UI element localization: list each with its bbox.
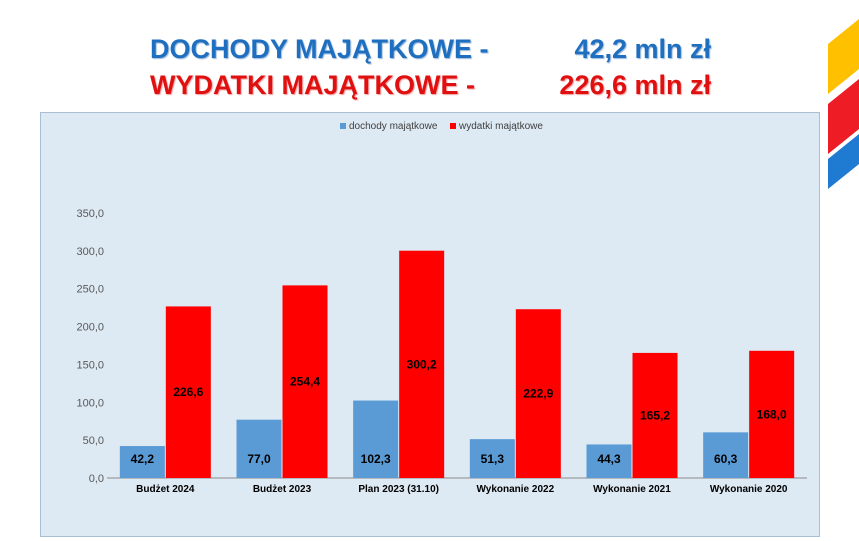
data-label: 254,4	[290, 375, 320, 389]
data-label: 77,0	[247, 452, 271, 466]
bar-expense	[399, 250, 445, 478]
bar-income	[469, 439, 515, 478]
bar-income	[353, 400, 399, 478]
legend-label: wydatki majątkowe	[458, 121, 543, 132]
y-tick-label: 100,0	[76, 397, 104, 409]
y-tick-label: 250,0	[76, 284, 104, 296]
legend-label: dochody majątkowe	[349, 121, 438, 132]
income-title-value: 42,2 mln zł	[574, 34, 711, 64]
data-label: 42,2	[131, 452, 155, 466]
bar-expense	[165, 306, 211, 478]
blue-stripe	[828, 134, 859, 189]
category-label: Budżet 2023	[253, 484, 312, 495]
y-tick-label: 50,0	[83, 435, 104, 447]
bar-chart: 0,0 50,0 100,0 150,0 200,0 250,0 300,0 350,0 42,…	[76, 121, 807, 495]
category-label: Budżet 2024	[136, 484, 195, 495]
title-line-income: DOCHODY MAJĄTKOWE - 42,2 mln zł	[0, 34, 859, 68]
y-tick-label: 350,0	[76, 208, 104, 220]
bar-expense	[282, 285, 328, 478]
bar-income	[236, 419, 282, 478]
category-label: Plan 2023 (31.10)	[358, 484, 439, 495]
y-tick-label: 200,0	[76, 322, 104, 334]
yellow-stripe	[828, 19, 859, 94]
y-tick-label: 0,0	[89, 473, 104, 485]
data-label: 222,9	[523, 387, 553, 401]
expense-title-label: WYDATKI MAJĄTKOWE -	[150, 70, 475, 100]
title-line-expense: WYDATKI MAJĄTKOWE - 226,6 mln zł	[0, 70, 859, 104]
red-stripe	[828, 79, 859, 154]
data-label: 168,0	[757, 407, 787, 421]
category-label: Wykonanie 2022	[477, 484, 555, 495]
bar-income	[586, 444, 632, 478]
data-label: 300,2	[407, 357, 437, 371]
logo-stripes-icon	[828, 19, 859, 189]
data-label: 44,3	[597, 452, 621, 466]
y-tick-label: 300,0	[76, 246, 104, 258]
data-label: 60,3	[714, 452, 738, 466]
legend-swatch	[450, 123, 456, 129]
data-label: 102,3	[361, 452, 391, 466]
income-title-label: DOCHODY MAJĄTKOWE -	[150, 34, 489, 64]
y-tick-label: 150,0	[76, 359, 104, 371]
legend-swatch	[340, 123, 346, 129]
bar-expense	[632, 352, 678, 478]
category-label: Wykonanie 2021	[593, 484, 671, 495]
bar-expense	[515, 309, 561, 478]
expense-title-value: 226,6 mln zł	[559, 70, 711, 100]
data-label: 51,3	[481, 452, 505, 466]
data-label: 226,6	[173, 385, 203, 399]
bar-expense	[749, 350, 795, 478]
bar-income	[119, 446, 165, 478]
data-label: 165,2	[640, 408, 670, 422]
category-label: Wykonanie 2020	[710, 484, 788, 495]
chart-area: 0,0 50,0 100,0 150,0 200,0 250,0 300,0 350,0 42,…	[40, 112, 820, 537]
bar-income	[703, 432, 749, 478]
